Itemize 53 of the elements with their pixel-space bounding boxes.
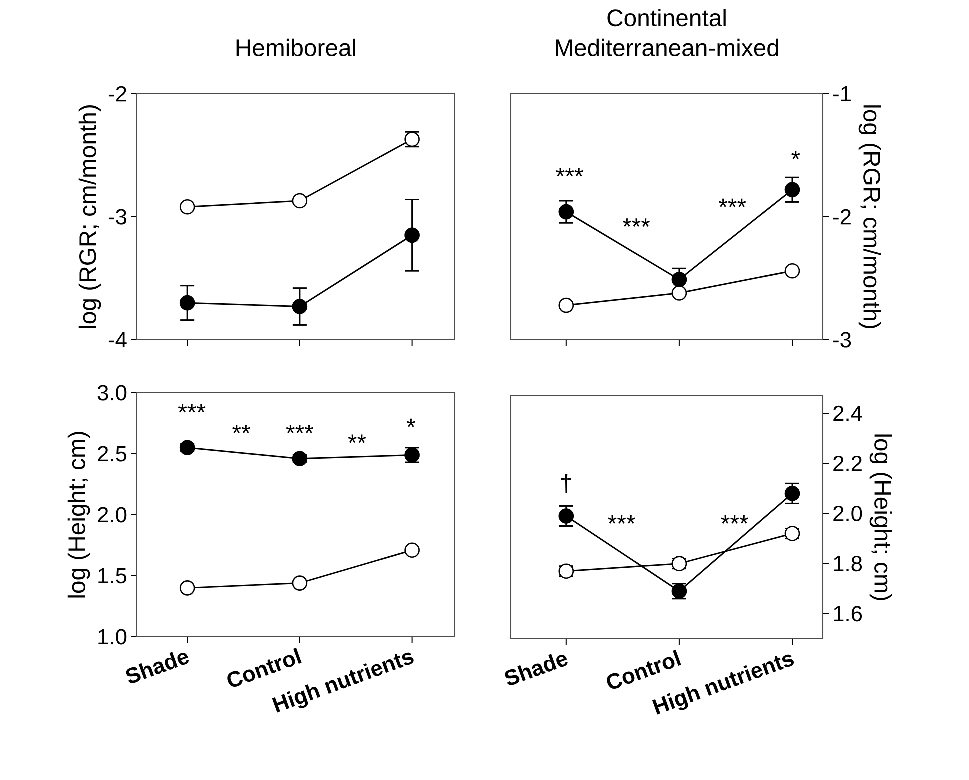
y2-axis-title: log (Height; cm) [870,434,892,600]
y-tick-label: 1.0 [98,629,127,645]
annotation: * [792,150,800,160]
point [292,299,308,314]
y-axis-title: log (RGR; cm/month) [858,106,882,328]
point [558,298,574,314]
chart-title: Continental Mediterranean-mixed [556,9,778,56]
y-tick-label: -3 [834,332,852,348]
y-tick-label: -2 [108,86,126,102]
point [180,295,196,311]
point [292,193,308,209]
x-tick-label: Shade [505,654,568,686]
y-tick-label: 2.5 [98,446,127,462]
annotation: *** [622,218,650,227]
annotation: *** [556,168,584,177]
annotation: *** [286,425,314,434]
point [672,272,688,288]
point [292,451,308,467]
annotation: ** [232,425,250,434]
y2-tick-label: 2.2 [834,456,862,472]
point [180,580,196,596]
point [672,286,688,301]
y-axis-title: log (RGR; cm/month) [78,106,102,328]
point [180,199,196,215]
point [558,204,574,220]
y-tick-label: -4 [108,332,127,348]
annotation: *** [719,198,746,208]
point [404,228,420,244]
y-tick-label: 1.5 [98,568,127,584]
annotation: * [406,418,416,428]
y-tick-label: -3 [108,209,127,225]
y-tick-label: 3.0 [98,385,127,401]
annotation: † [561,474,572,494]
y2-tick-label: 1.8 [834,556,862,572]
y-tick-label: 2.0 [98,507,127,523]
chart-title: Hemiboreal [236,38,356,56]
y-tick-label: -1 [834,86,851,102]
x-tick-label: Shade [126,652,190,684]
point [558,508,574,524]
annotation: ** [348,434,366,444]
point [784,182,800,198]
y2-tick-label: 2.4 [834,406,862,422]
y2-tick-label: 1.6 [834,606,862,622]
point [784,263,800,279]
point [404,542,420,558]
point [180,440,196,456]
annotation: *** [721,516,748,524]
point [784,486,800,502]
annotation: *** [178,404,206,413]
annotation: *** [608,516,636,524]
y-axis-title: log (Height; cm) [68,432,90,598]
y-tick-label: -2 [834,209,851,225]
point [292,576,308,591]
